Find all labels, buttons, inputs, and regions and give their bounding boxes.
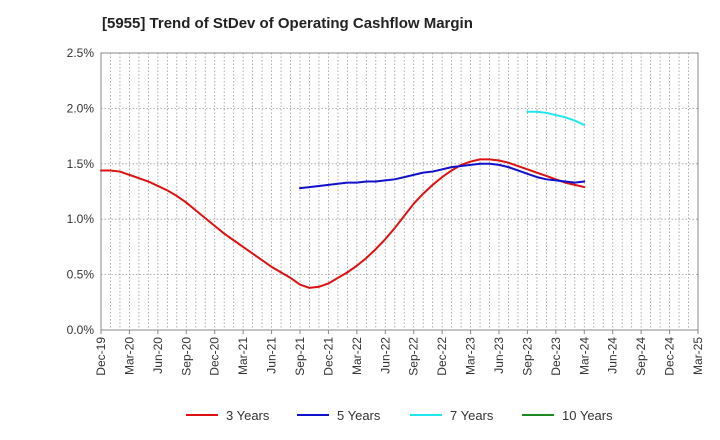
x-tick-label: Dec-23: [549, 337, 563, 376]
legend-label: 10 Years: [562, 407, 613, 423]
x-tick-label: Mar-25: [691, 337, 705, 375]
x-tick-label: Mar-21: [236, 337, 250, 375]
legend-label: 7 Years: [450, 407, 494, 423]
series-line: [526, 110, 586, 127]
legend-swatch: [522, 414, 554, 416]
x-tick-label: Sep-23: [520, 337, 534, 376]
x-tick-label: Sep-22: [407, 337, 421, 376]
x-tick-label: Jun-20: [151, 337, 165, 374]
x-tick-label: Jun-23: [492, 337, 506, 374]
x-tick-label: Dec-24: [663, 337, 677, 376]
legend-swatch: [297, 414, 329, 416]
plot-frame: [100, 52, 699, 331]
x-tick-label: Dec-22: [435, 337, 449, 376]
x-tick-label: Dec-21: [321, 337, 335, 376]
legend-swatch: [410, 414, 442, 416]
y-tick-label: 0.0%: [67, 323, 95, 337]
legend-item: 5 Years: [297, 404, 380, 426]
series-layer: [100, 110, 586, 289]
chart-legend: 3 Years 5 Years 7 Years 10 Years: [0, 404, 720, 426]
x-tick-label: Jun-22: [378, 337, 392, 374]
legend-label: 3 Years: [226, 407, 270, 423]
x-tick-label: Sep-24: [634, 337, 648, 376]
chart-title: [5955] Trend of StDev of Operating Cashf…: [102, 15, 473, 32]
x-tick-label: Jun-24: [606, 337, 620, 374]
x-tick-label: Jun-21: [265, 337, 279, 374]
legend-item: 3 Years: [186, 404, 269, 426]
x-tick-label: Sep-20: [179, 337, 193, 376]
legend-item: 7 Years: [410, 404, 493, 426]
y-tick-label: 1.5%: [67, 157, 95, 171]
series-line: [100, 158, 586, 289]
y-tick-label: 2.0%: [67, 101, 95, 115]
legend-item: 10 Years: [522, 404, 613, 426]
x-tick-label: Mar-22: [350, 337, 364, 375]
series-line: [299, 162, 586, 190]
legend-swatch: [186, 414, 218, 416]
x-tick-label: Mar-23: [464, 337, 478, 375]
x-tick-label: Dec-19: [94, 337, 108, 376]
y-tick-label: 0.5%: [67, 268, 95, 282]
axis-layer: 0.0% 0.5% 1.0% 1.5% 2.0% 2.5% Dec-19 Mar-20 Jun-…: [67, 46, 705, 376]
x-tick-label: Dec-20: [208, 337, 222, 376]
legend-label: 5 Years: [337, 407, 381, 423]
grid-layer: [100, 52, 699, 331]
x-tick-label: Mar-20: [122, 337, 136, 375]
y-tick-label: 1.0%: [67, 212, 95, 226]
chart-plot: 0.0% 0.5% 1.0% 1.5% 2.0% 2.5% Dec-19 Mar-20 Jun-…: [67, 46, 705, 376]
x-tick-label: Sep-21: [293, 337, 307, 376]
x-tick-label: Mar-24: [577, 337, 591, 375]
y-tick-label: 2.5%: [67, 46, 95, 60]
